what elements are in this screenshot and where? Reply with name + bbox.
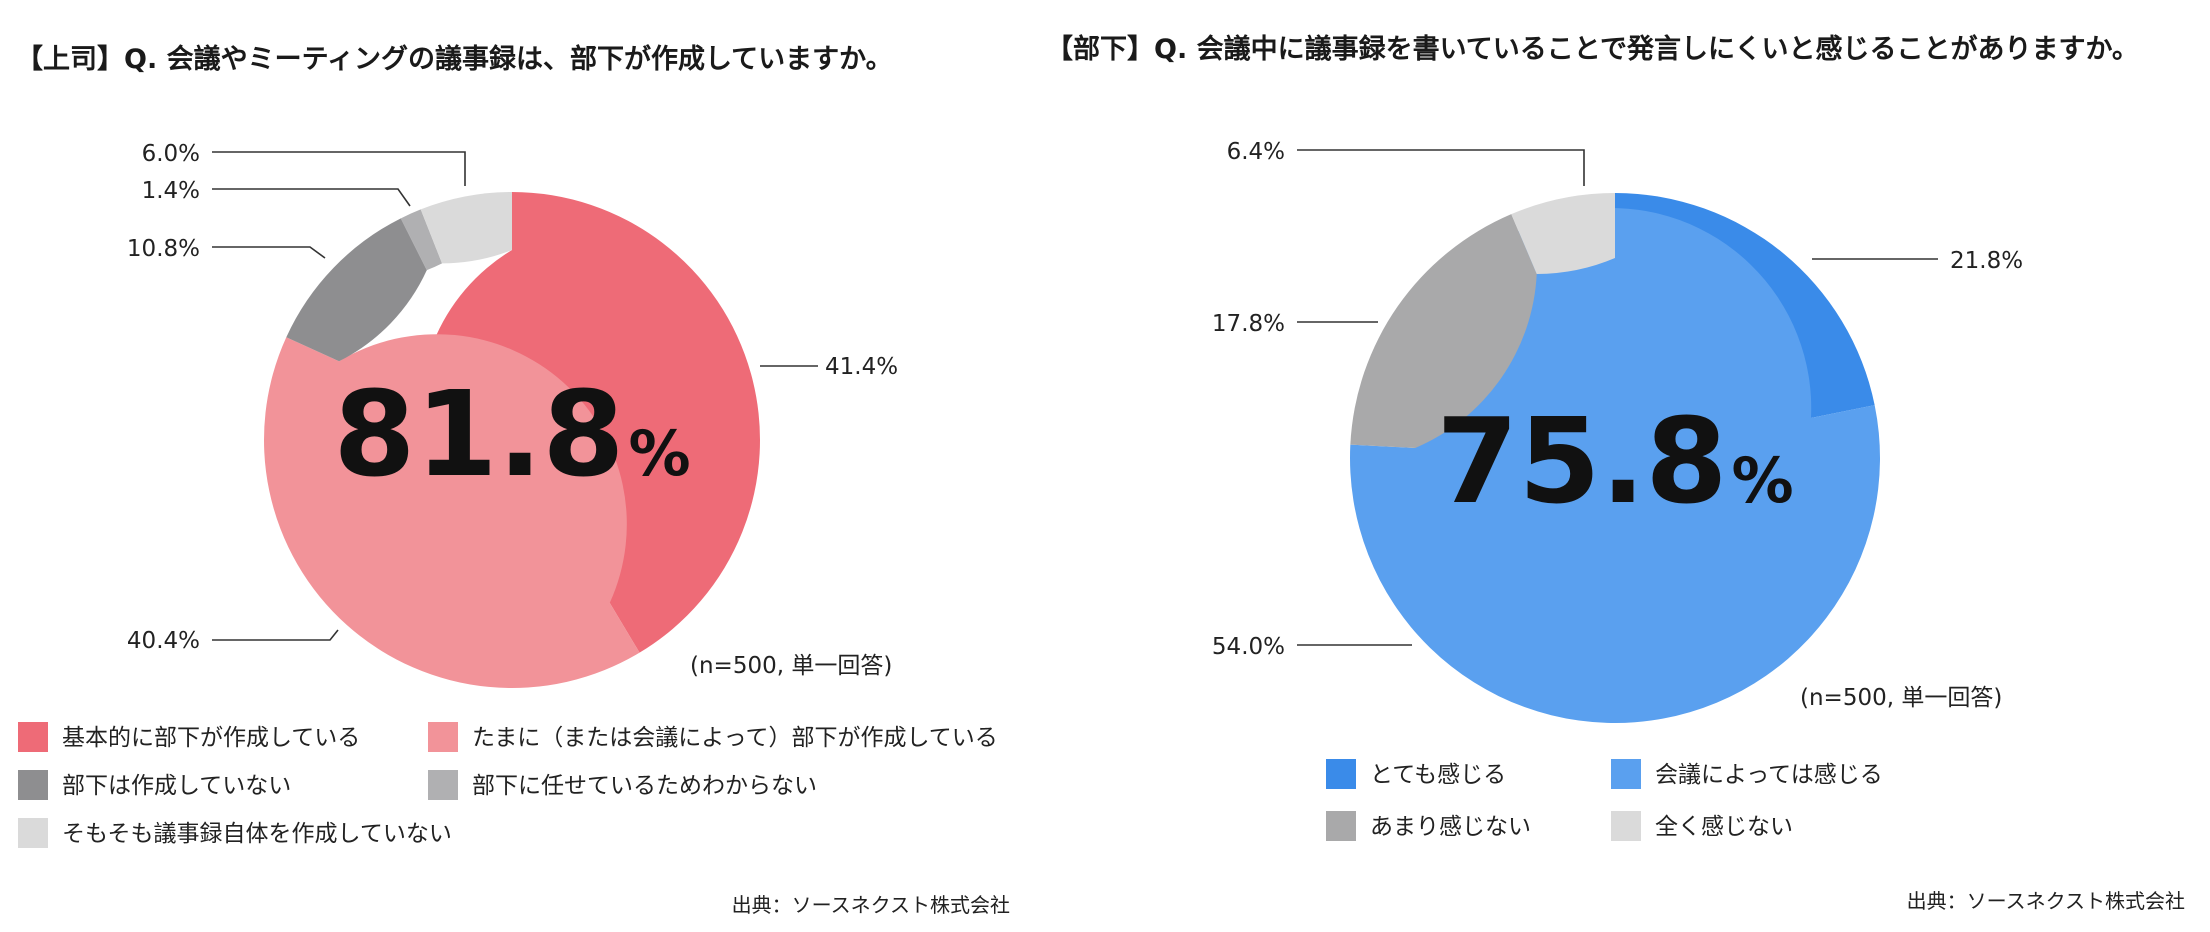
donut-slice — [1511, 193, 1615, 274]
donut-ring — [1349, 192, 1880, 724]
slice-value-label: 21.8% — [1950, 248, 2023, 274]
legend-label: 基本的に部下が作成している — [62, 725, 360, 751]
legend-label: たまに（または会議によって）部下が作成している — [472, 725, 998, 751]
legend-swatch — [1611, 759, 1641, 789]
slice-value-label: 41.4% — [825, 354, 898, 380]
donut-slice — [264, 334, 640, 689]
slice-labels: 41.4% 40.4% 10.8% 1.4% 6.0% — [127, 141, 898, 654]
center-unit: % — [629, 417, 691, 490]
sample-note: (n=500, 単一回答) — [1800, 685, 2002, 711]
legend-swatch — [1611, 811, 1641, 841]
legend-swatch — [428, 722, 458, 752]
legend-label: 全く感じない — [1655, 814, 1793, 840]
slice-value-label: 1.4% — [142, 178, 200, 204]
center-unit: % — [1732, 444, 1794, 517]
center-number: 81.8 — [333, 365, 624, 503]
slice-value-label: 10.8% — [127, 236, 200, 262]
slice-value-label: 17.8% — [1212, 311, 1285, 337]
chart-left: 【上司】Q. 会議やミーティングの議事録は、部下が作成していますか。 41.4%… — [16, 43, 1010, 917]
leader-line — [212, 629, 339, 641]
legend-swatch — [1326, 811, 1356, 841]
legend-swatch — [18, 818, 48, 848]
donut-slice — [420, 192, 512, 264]
source-credit: 出典：ソースネクスト株式会社 — [732, 893, 1010, 917]
center-value: 75.8% — [1436, 392, 1793, 530]
legend-label: 部下に任せているためわからない — [472, 773, 817, 799]
legend-label: そもそも議事録自体を作成していない — [62, 821, 452, 847]
legend-label: 会議によっては感じる — [1655, 762, 1883, 788]
legend-label: 部下は作成していない — [62, 773, 291, 799]
center-number: 75.8 — [1436, 392, 1727, 530]
leader-line — [1297, 149, 1585, 186]
donut-slice — [286, 218, 427, 362]
legend: 基本的に部下が作成している たまに（または会議によって）部下が作成している部下は作… — [18, 722, 998, 848]
leader-line — [212, 246, 326, 259]
leader-line — [212, 151, 466, 186]
sample-note: (n=500, 単一回答) — [690, 653, 892, 679]
slice-value-label: 6.4% — [1227, 139, 1285, 165]
legend-label: あまり感じない — [1370, 814, 1531, 840]
slice-value-label: 54.0% — [1212, 634, 1285, 660]
slice-labels: 21.8% 54.0% 17.8% 6.4% — [1212, 139, 2023, 660]
source-credit: 出典：ソースネクスト株式会社 — [1907, 889, 2185, 913]
donut-ring — [264, 192, 761, 689]
center-value: 81.8% — [333, 365, 690, 503]
legend-swatch — [18, 770, 48, 800]
chart-title: 【上司】Q. 会議やミーティングの議事録は、部下が作成していますか。 — [16, 43, 893, 75]
chart-right: 【部下】Q. 会議中に議事録を書いていることで発言しにくいと感じることがあります… — [1046, 33, 2185, 913]
slice-value-label: 6.0% — [142, 141, 200, 167]
legend-swatch — [18, 722, 48, 752]
legend-swatch — [428, 770, 458, 800]
slice-value-label: 40.4% — [127, 628, 200, 654]
legend-label: とても感じる — [1370, 762, 1506, 788]
leader-line — [212, 188, 411, 207]
chart-title: 【部下】Q. 会議中に議事録を書いていることで発言しにくいと感じることがあります… — [1046, 33, 2139, 65]
donut-slice — [1350, 214, 1537, 448]
legend-swatch — [1326, 759, 1356, 789]
donut-slice — [400, 209, 443, 271]
